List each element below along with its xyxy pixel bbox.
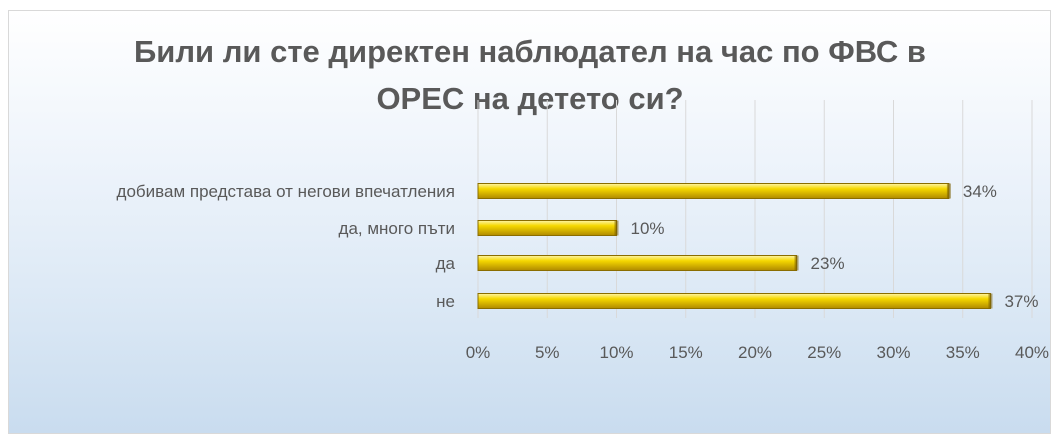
chart-title: Били ли сте директен наблюдател на час п… (134, 34, 926, 116)
x-tick-label: 5% (535, 343, 560, 362)
x-tick-label: 40% (1015, 343, 1049, 362)
x-tick-label: 35% (946, 343, 980, 362)
bar-end-cap (794, 255, 799, 271)
bar (477, 183, 950, 199)
x-tick-label: 10% (599, 343, 633, 362)
x-tick-label: 30% (876, 343, 910, 362)
x-tick-label: 25% (807, 343, 841, 362)
data-label: 37% (1004, 292, 1038, 311)
bar (477, 220, 617, 236)
category-label: добивам представа от негови впечатления (117, 182, 455, 201)
x-tick-label: 0% (466, 343, 491, 362)
data-label: 10% (631, 219, 665, 238)
bar (477, 255, 798, 271)
category-label: да, много пъти (339, 219, 455, 238)
bar (477, 293, 991, 309)
x-tick-label: 20% (738, 343, 772, 362)
bar-end-cap (988, 293, 993, 309)
bar-end-cap (946, 183, 951, 199)
data-label: 34% (963, 182, 997, 201)
category-label: не (436, 292, 455, 311)
x-tick-label: 15% (669, 343, 703, 362)
category-label: да (436, 254, 456, 273)
data-label: 23% (811, 254, 845, 273)
bar-end-cap (614, 220, 619, 236)
